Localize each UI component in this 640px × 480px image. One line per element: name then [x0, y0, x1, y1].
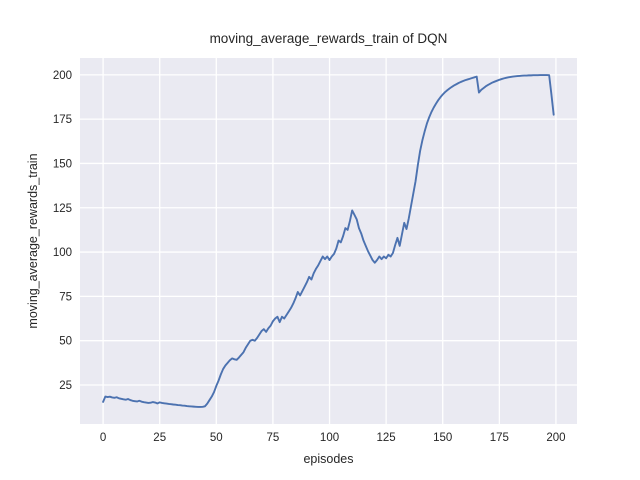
y-tick-label: 25	[59, 380, 72, 392]
x-tick-label: 75	[267, 432, 280, 444]
y-tick-label: 50	[59, 336, 72, 348]
y-tick-label: 175	[53, 114, 72, 126]
x-tick-label: 175	[490, 432, 509, 444]
chart-title: moving_average_rewards_train of DQN	[209, 31, 448, 46]
x-tick-label: 0	[100, 432, 106, 444]
y-tick-label: 150	[53, 158, 72, 170]
x-tick-label: 100	[320, 432, 339, 444]
x-axis-label: episodes	[303, 452, 354, 466]
x-tick-label: 150	[433, 432, 452, 444]
x-tick-label: 25	[153, 432, 166, 444]
y-tick-label: 100	[53, 247, 72, 259]
y-tick-label: 75	[59, 291, 72, 303]
x-tick-label: 200	[546, 432, 565, 444]
dqn-line-series	[102, 74, 555, 408]
plot-area	[80, 58, 577, 424]
y-tick-label: 200	[53, 70, 72, 82]
y-axis-label: moving_average_rewards_train	[26, 153, 40, 329]
x-tick-label: 50	[210, 432, 223, 444]
y-tick-label: 125	[53, 203, 72, 215]
x-tick-label: 125	[377, 432, 396, 444]
